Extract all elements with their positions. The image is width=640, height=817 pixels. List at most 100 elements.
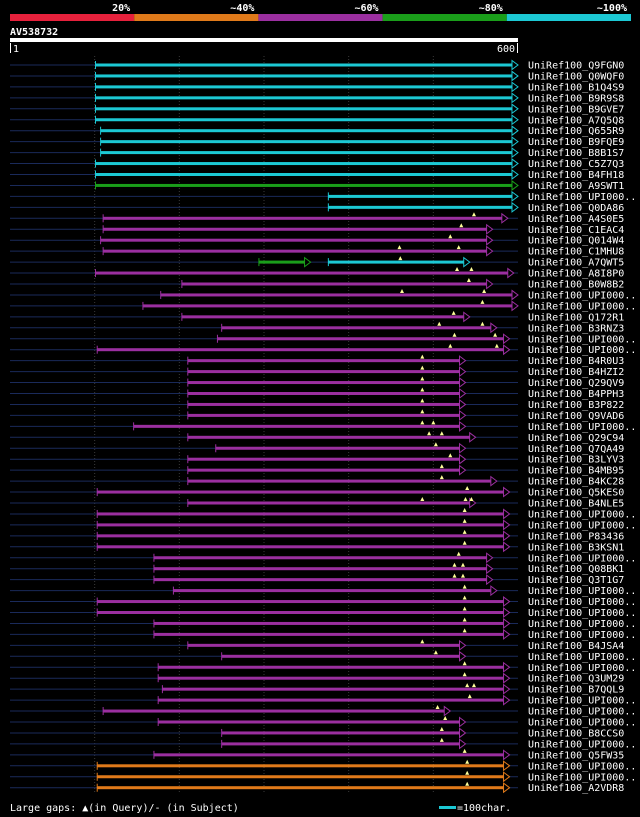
- hit-row: UniRef100_UPI000..: [10, 518, 636, 531]
- hit-segment: [187, 413, 462, 417]
- hit-end-arrow: [511, 92, 519, 104]
- hit-name: UniRef100_UPI000..: [528, 192, 636, 203]
- hit-name: UniRef100_A8I8P0: [528, 269, 624, 280]
- hit-row: UniRef100_B4MB95: [10, 464, 624, 477]
- hit-segment: [187, 370, 462, 374]
- hit-name: UniRef100_Q29C94: [528, 433, 624, 444]
- hit-end-arrow: [503, 344, 511, 356]
- hit-end-arrow: [459, 716, 467, 728]
- query-gap-marker: [448, 343, 453, 348]
- hit-name: UniRef100_Q5FW35: [528, 750, 624, 761]
- hit-end-arrow: [511, 103, 519, 115]
- query-gap-marker: [465, 683, 470, 688]
- hit-row: UniRef100_B0W8B2: [10, 278, 624, 291]
- footer: Large gaps: ▲(in Query)/- (in Subject) =1…: [10, 803, 511, 814]
- hit-name: UniRef100_C1EAC4: [528, 225, 624, 236]
- query-gap-marker: [448, 453, 453, 458]
- hit-segment: [187, 381, 462, 385]
- hit-row: UniRef100_B1Q4S9: [10, 81, 624, 93]
- hit-name: UniRef100_B4PPH3: [528, 389, 624, 400]
- hit-row: UniRef100_UPI000..: [10, 595, 636, 608]
- ruler-end-label: 600: [497, 44, 515, 55]
- hit-end-arrow: [486, 278, 494, 290]
- hit-segment: [97, 600, 506, 604]
- hit-segment: [215, 446, 462, 450]
- hit-segment: [328, 205, 514, 209]
- hit-segment: [97, 534, 506, 538]
- hit-row: UniRef100_B4PPH3: [10, 387, 624, 400]
- hit-row: UniRef100_P83436: [10, 529, 624, 542]
- hit-segment: [100, 140, 515, 144]
- hit-segment: [187, 435, 472, 439]
- hit-row: UniRef100_B4JSA4: [10, 639, 624, 652]
- hit-end-arrow: [459, 738, 467, 750]
- hit-row: UniRef100_Q0DA86: [10, 201, 624, 214]
- hit-end-arrow: [459, 650, 467, 662]
- query-gap-marker: [448, 234, 453, 239]
- hit-end-arrow: [486, 563, 494, 575]
- hit-row: UniRef100_A2VDR8: [10, 781, 624, 794]
- hit-name: UniRef100_B3KSN1: [528, 542, 624, 553]
- hit-row: UniRef100_B9FQE9: [10, 136, 624, 148]
- hit-segment: [153, 578, 489, 582]
- query-gap-marker: [493, 332, 498, 337]
- hit-row: UniRef100_UPI000..: [10, 694, 636, 707]
- hit-segment: [95, 183, 514, 187]
- hit-row: UniRef100_B3P822: [10, 398, 624, 411]
- hit-end-arrow: [511, 158, 519, 170]
- query-gap-marker: [397, 245, 402, 250]
- hit-segment: [158, 698, 506, 702]
- hit-name: UniRef100_B8B1S7: [528, 148, 624, 159]
- hit-row: UniRef100_B4R0U3: [10, 354, 624, 367]
- legend-segment: [134, 14, 259, 21]
- query-gap-marker: [420, 398, 425, 403]
- hit-segment: [95, 162, 514, 166]
- hit-row: UniRef100_UPI000..: [10, 770, 636, 783]
- query-gap-marker: [465, 770, 470, 775]
- hit-segment: [95, 96, 514, 100]
- hit-row: UniRef100_A4S0E5: [10, 212, 624, 225]
- query-gap-marker: [420, 354, 425, 359]
- hit-name: UniRef100_B4KC28: [528, 477, 624, 488]
- query-gap-marker: [462, 584, 467, 589]
- hit-segment: [187, 501, 472, 505]
- query-gap-marker: [439, 431, 444, 436]
- query-gap-marker: [427, 431, 432, 436]
- legend-label: 20%: [112, 3, 130, 14]
- hit-name: UniRef100_B9FQE9: [528, 137, 624, 148]
- hit-end-arrow: [511, 300, 519, 312]
- hit-segment: [100, 151, 515, 155]
- hit-segment: [95, 63, 514, 67]
- hit-name: UniRef100_P83436: [528, 531, 624, 542]
- query-gap-marker: [465, 486, 470, 491]
- hit-name: UniRef100_UPI000..: [528, 509, 636, 520]
- query-gap-marker: [462, 748, 467, 753]
- query-gap-marker: [439, 464, 444, 469]
- hit-segment: [133, 424, 462, 428]
- hit-row: UniRef100_C1EAC4: [10, 223, 624, 236]
- hit-segment: [187, 402, 462, 406]
- hit-row: UniRef100_UPI000..: [10, 705, 636, 718]
- hit-segment: [153, 567, 489, 571]
- query-gap-marker: [452, 573, 457, 578]
- hit-name: UniRef100_Q9VAD6: [528, 411, 624, 422]
- hit-segment: [97, 348, 506, 352]
- hit-name: UniRef100_UPI000..: [528, 553, 636, 564]
- hit-end-arrow: [503, 333, 511, 345]
- hit-name: UniRef100_Q3UM29: [528, 674, 624, 685]
- hit-end-arrow: [503, 672, 511, 684]
- hit-segment: [103, 216, 504, 220]
- hit-end-arrow: [511, 59, 519, 71]
- hit-end-arrow: [459, 377, 467, 389]
- hit-segment: [153, 632, 506, 636]
- hit-end-arrow: [503, 683, 511, 695]
- hit-name: UniRef100_C5Z7Q3: [528, 159, 624, 170]
- query-gap-marker: [420, 376, 425, 381]
- query-gap-marker: [460, 573, 465, 578]
- hit-segment: [95, 74, 514, 78]
- hit-row: UniRef100_B9R9S8: [10, 92, 624, 104]
- hit-segment: [217, 337, 506, 341]
- query-gap-marker: [462, 540, 467, 545]
- hit-row: UniRef100_Q7QA49: [10, 442, 624, 455]
- hit-name: UniRef100_B3P822: [528, 400, 624, 411]
